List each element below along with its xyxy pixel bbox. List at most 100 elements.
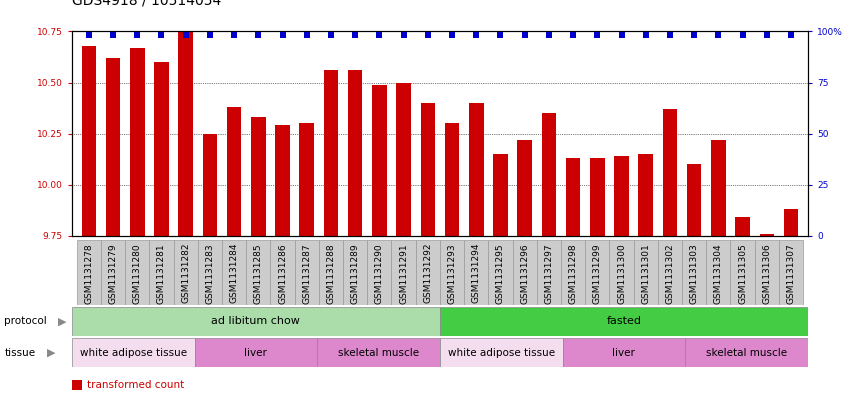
- Bar: [319, 240, 343, 305]
- Bar: [711, 140, 726, 236]
- Text: GSM1131292: GSM1131292: [423, 243, 432, 303]
- Bar: [755, 240, 779, 305]
- Point: [639, 31, 652, 38]
- Bar: [585, 240, 609, 305]
- Text: GSM1131297: GSM1131297: [544, 243, 553, 304]
- Point: [687, 31, 700, 38]
- Bar: [227, 107, 241, 236]
- Point: [349, 31, 362, 38]
- Bar: [72, 338, 195, 367]
- Bar: [488, 240, 513, 305]
- Point: [736, 31, 750, 38]
- Point: [203, 31, 217, 38]
- Text: GSM1131279: GSM1131279: [108, 243, 118, 304]
- Bar: [251, 117, 266, 236]
- Point: [542, 31, 556, 38]
- Point: [155, 31, 168, 38]
- Bar: [198, 240, 222, 305]
- Bar: [469, 103, 484, 236]
- Point: [445, 31, 459, 38]
- Bar: [317, 338, 440, 367]
- Bar: [440, 240, 464, 305]
- Text: GSM1131302: GSM1131302: [666, 243, 674, 304]
- Bar: [372, 84, 387, 236]
- Bar: [658, 240, 682, 305]
- Bar: [639, 154, 653, 236]
- Text: ▶: ▶: [58, 316, 66, 326]
- Point: [591, 31, 604, 38]
- Text: GSM1131305: GSM1131305: [738, 243, 747, 304]
- Bar: [662, 109, 677, 236]
- Text: GSM1131294: GSM1131294: [472, 243, 481, 303]
- Bar: [179, 31, 193, 236]
- Bar: [154, 62, 168, 236]
- Text: GSM1131296: GSM1131296: [520, 243, 529, 304]
- Point: [179, 31, 193, 38]
- Point: [397, 31, 410, 38]
- Text: ad libitum chow: ad libitum chow: [212, 316, 300, 326]
- Bar: [730, 240, 755, 305]
- Bar: [299, 123, 314, 236]
- Text: transformed count: transformed count: [86, 380, 184, 390]
- Bar: [634, 240, 658, 305]
- Bar: [760, 234, 774, 236]
- Bar: [590, 158, 605, 236]
- Text: liver: liver: [613, 348, 635, 358]
- Bar: [271, 240, 294, 305]
- Point: [324, 31, 338, 38]
- Text: GSM1131295: GSM1131295: [496, 243, 505, 304]
- Text: GSM1131288: GSM1131288: [327, 243, 336, 304]
- Text: GSM1131284: GSM1131284: [229, 243, 239, 303]
- Text: GSM1131307: GSM1131307: [787, 243, 795, 304]
- Point: [251, 31, 265, 38]
- Bar: [343, 240, 367, 305]
- Bar: [392, 240, 415, 305]
- Bar: [173, 240, 198, 305]
- Point: [421, 31, 435, 38]
- Bar: [563, 338, 685, 367]
- Bar: [367, 240, 392, 305]
- Point: [228, 31, 241, 38]
- Bar: [222, 240, 246, 305]
- Bar: [706, 240, 730, 305]
- Text: GSM1131301: GSM1131301: [641, 243, 651, 304]
- Text: GSM1131290: GSM1131290: [375, 243, 384, 304]
- Point: [82, 31, 96, 38]
- Text: GSM1131293: GSM1131293: [448, 243, 457, 304]
- Bar: [783, 209, 799, 236]
- Bar: [513, 240, 536, 305]
- Point: [760, 31, 773, 38]
- Bar: [72, 380, 82, 390]
- Text: GSM1131287: GSM1131287: [302, 243, 311, 304]
- Point: [518, 31, 531, 38]
- Text: GSM1131300: GSM1131300: [617, 243, 626, 304]
- Text: white adipose tissue: white adipose tissue: [448, 348, 555, 358]
- Point: [130, 31, 144, 38]
- Bar: [246, 240, 271, 305]
- Text: GSM1131280: GSM1131280: [133, 243, 142, 304]
- Bar: [561, 240, 585, 305]
- Bar: [324, 70, 338, 236]
- Bar: [445, 123, 459, 236]
- Bar: [682, 240, 706, 305]
- Bar: [440, 307, 808, 336]
- Text: protocol: protocol: [4, 316, 47, 326]
- Bar: [687, 164, 701, 236]
- Text: GSM1131299: GSM1131299: [593, 243, 602, 304]
- Text: fasted: fasted: [607, 316, 641, 326]
- Bar: [685, 338, 808, 367]
- Bar: [614, 156, 629, 236]
- Bar: [518, 140, 532, 236]
- Text: GSM1131281: GSM1131281: [157, 243, 166, 304]
- Bar: [779, 240, 803, 305]
- Bar: [150, 240, 173, 305]
- Text: skeletal muscle: skeletal muscle: [338, 348, 419, 358]
- Bar: [195, 338, 317, 367]
- Bar: [735, 217, 750, 236]
- Bar: [566, 158, 580, 236]
- Text: white adipose tissue: white adipose tissue: [80, 348, 187, 358]
- Bar: [440, 338, 563, 367]
- Text: skeletal muscle: skeletal muscle: [706, 348, 787, 358]
- Bar: [125, 240, 150, 305]
- Point: [470, 31, 483, 38]
